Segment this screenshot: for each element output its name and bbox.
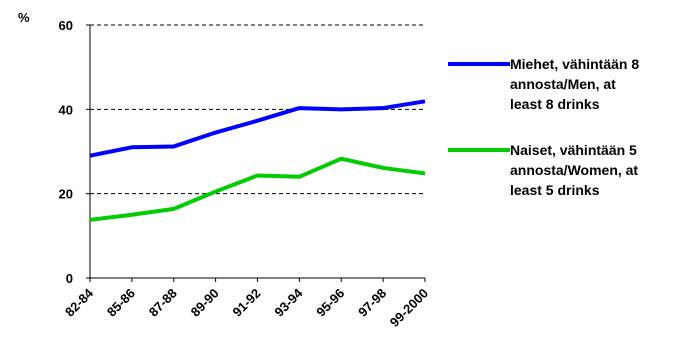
legend-label: least 8 drinks — [510, 96, 600, 112]
y-tick-label: 60 — [59, 18, 73, 33]
y-tick-label: 20 — [59, 187, 73, 202]
x-tick-label: 97-98 — [355, 286, 389, 320]
legend-label: Naiset, vähintään 5 — [510, 142, 637, 158]
x-tick-label: 85-86 — [104, 286, 138, 320]
legend: Miehet, vähintään 8 annosta/Men, at least … — [448, 56, 639, 198]
x-tick-label: 99-2000 — [387, 286, 431, 330]
axes — [86, 24, 426, 282]
y-axis-unit-label: % — [18, 10, 30, 25]
y-tick-labels: 0 20 40 60 — [59, 18, 73, 286]
x-tick-label: 87-88 — [146, 286, 180, 320]
legend-label: annosta/Women, at — [510, 162, 638, 178]
series-lines — [89, 99, 426, 222]
x-tick-label: 95-96 — [313, 286, 347, 320]
x-tick-label: 93-94 — [271, 285, 306, 320]
legend-label: Miehet, vähintään 8 — [510, 56, 639, 72]
y-tick-label: 40 — [59, 102, 73, 117]
x-tick-label: 91-92 — [230, 286, 264, 320]
series-line — [89, 99, 426, 158]
y-tick-label: 0 — [66, 271, 73, 286]
series-line — [89, 156, 426, 222]
x-tick-label: 89-90 — [188, 286, 222, 320]
legend-label: least 5 drinks — [510, 182, 600, 198]
x-tick-labels: 82-84 85-86 87-88 89-90 91-92 93-94 95-96 97-98… — [62, 285, 431, 330]
legend-label: annosta/Men, at — [510, 76, 616, 92]
x-tick-label: 82-84 — [62, 285, 97, 320]
